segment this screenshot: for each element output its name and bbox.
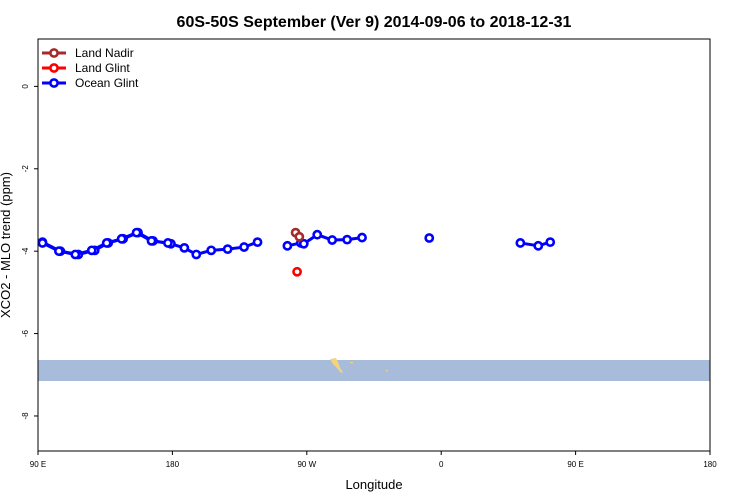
- data-point: [179, 242, 190, 253]
- data-point: [292, 266, 302, 277]
- x-axis-title: Longitude: [345, 477, 402, 492]
- ocean-band: [38, 360, 710, 381]
- x-tick-label: 0: [439, 460, 444, 469]
- data-point: [533, 240, 544, 251]
- data-point: [252, 237, 263, 248]
- land-patch-patagonia: [330, 358, 343, 373]
- data-point: [357, 232, 367, 243]
- series-layer: [37, 227, 556, 277]
- data-point: [327, 235, 338, 245]
- data-point: [37, 238, 48, 248]
- x-tick-label: 90 W: [297, 460, 316, 469]
- series-land-nadir: [290, 227, 305, 242]
- data-point: [101, 238, 112, 248]
- data-point: [294, 231, 305, 242]
- data-point: [116, 233, 127, 244]
- data-point: [54, 246, 64, 257]
- data-point: [191, 249, 202, 260]
- x-tick-label: 90 E: [567, 460, 583, 469]
- legend-marker: [49, 48, 59, 58]
- data-point: [282, 240, 293, 251]
- data-point: [206, 245, 217, 256]
- data-point: [222, 244, 233, 255]
- land-patches: [330, 358, 388, 373]
- data-point: [424, 233, 435, 243]
- x-axis: 90 E 180 90 W 0 90 E 180: [30, 451, 717, 469]
- legend-marker: [49, 78, 59, 88]
- y-tick-label: -4: [21, 247, 30, 255]
- series-ocean-glint: [37, 227, 556, 260]
- y-tick-label: -2: [21, 165, 30, 173]
- x-tick-label: 90 E: [30, 460, 46, 469]
- legend-label: Land Glint: [75, 61, 130, 75]
- data-point: [515, 238, 526, 248]
- data-point: [239, 242, 249, 252]
- data-point: [146, 235, 157, 246]
- y-tick-label: -6: [21, 329, 30, 337]
- data-point: [70, 249, 81, 260]
- legend-label: Land Nadir: [75, 46, 134, 60]
- plot-frame: [37, 38, 711, 452]
- legend-marker: [49, 63, 59, 73]
- y-axis: 0 -2 -4 -6 -8: [21, 84, 38, 420]
- data-point: [545, 237, 556, 248]
- legend-label: Ocean Glint: [75, 76, 139, 90]
- x-tick-label: 180: [703, 460, 717, 469]
- data-point: [163, 238, 173, 248]
- data-point: [131, 227, 142, 238]
- series-land-glint: [292, 266, 302, 277]
- map-strip: [38, 358, 710, 381]
- x-tick-label: 180: [166, 460, 180, 469]
- chart-title: 60S-50S September (Ver 9) 2014-09-06 to …: [177, 14, 572, 31]
- y-tick-label: 0: [21, 84, 30, 89]
- data-point: [298, 238, 309, 249]
- y-tick-label: -8: [21, 412, 30, 420]
- land-patch-south-georgia: [386, 370, 388, 372]
- data-point: [312, 229, 323, 240]
- data-point: [86, 245, 97, 256]
- y-axis-title: XCO2 - MLO trend (ppm): [0, 172, 13, 318]
- data-point: [342, 234, 353, 245]
- land-patch-islands: [350, 362, 353, 364]
